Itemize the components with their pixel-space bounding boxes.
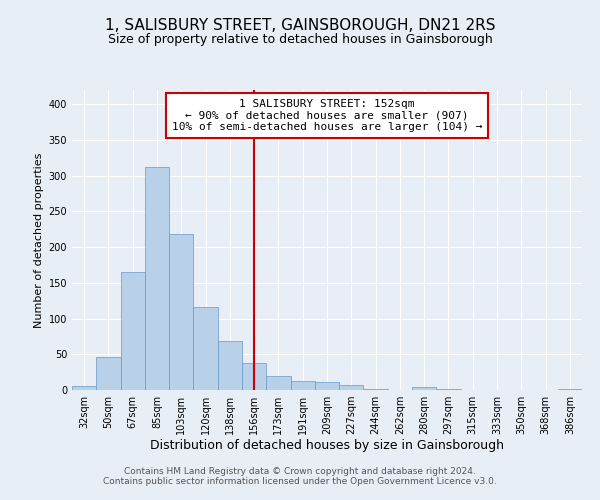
Y-axis label: Number of detached properties: Number of detached properties <box>34 152 44 328</box>
Bar <box>121 272 145 390</box>
Bar <box>96 357 121 390</box>
Text: 1, SALISBURY STREET, GAINSBOROUGH, DN21 2RS: 1, SALISBURY STREET, GAINSBOROUGH, DN21 … <box>105 18 495 32</box>
Bar <box>315 382 339 390</box>
Bar <box>242 363 266 390</box>
Bar <box>436 388 461 390</box>
Bar <box>558 388 582 390</box>
Bar <box>72 386 96 390</box>
Bar <box>266 376 290 390</box>
Bar <box>169 234 193 390</box>
Bar <box>339 385 364 390</box>
X-axis label: Distribution of detached houses by size in Gainsborough: Distribution of detached houses by size … <box>150 438 504 452</box>
Bar <box>218 342 242 390</box>
Bar <box>145 167 169 390</box>
Text: Size of property relative to detached houses in Gainsborough: Size of property relative to detached ho… <box>107 32 493 46</box>
Bar <box>290 382 315 390</box>
Bar <box>193 307 218 390</box>
Bar <box>364 388 388 390</box>
Text: Contains public sector information licensed under the Open Government Licence v3: Contains public sector information licen… <box>103 477 497 486</box>
Text: 1 SALISBURY STREET: 152sqm
← 90% of detached houses are smaller (907)
10% of sem: 1 SALISBURY STREET: 152sqm ← 90% of deta… <box>172 99 482 132</box>
Text: Contains HM Land Registry data © Crown copyright and database right 2024.: Contains HM Land Registry data © Crown c… <box>124 467 476 476</box>
Bar <box>412 387 436 390</box>
